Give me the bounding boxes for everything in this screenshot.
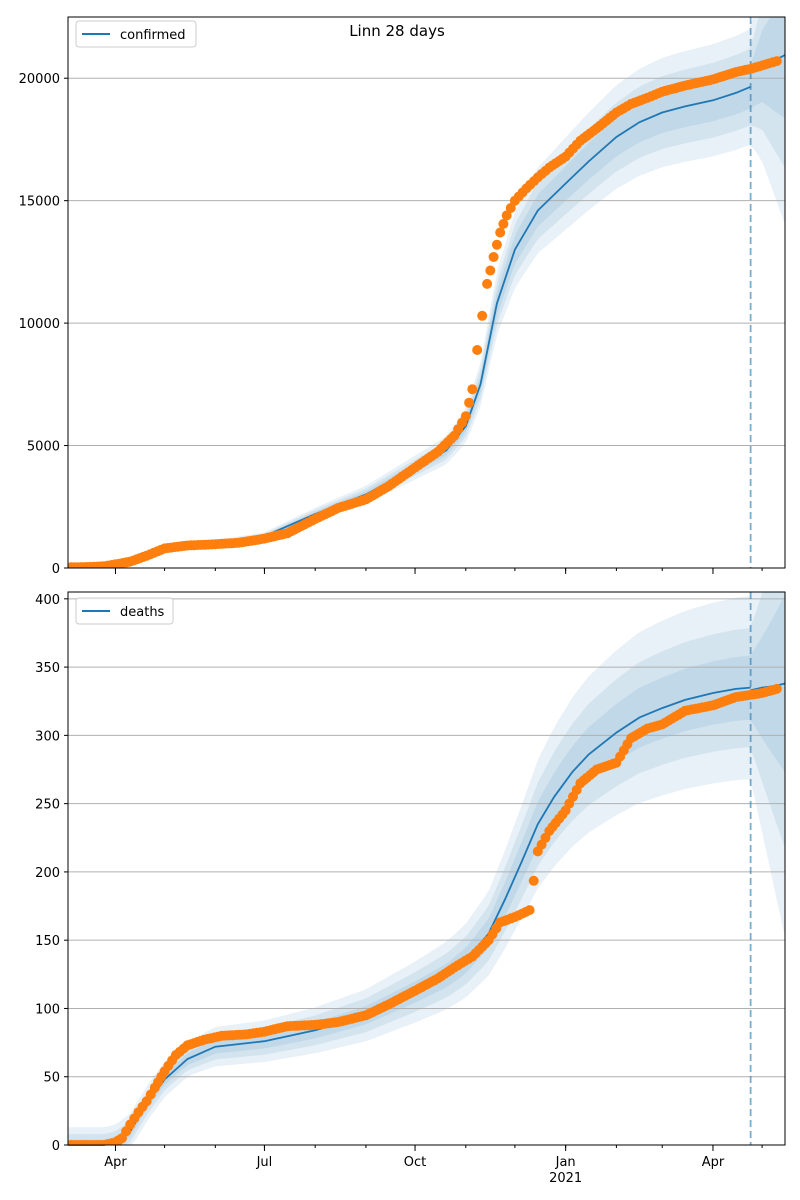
confirmed-legend: confirmed: [75, 20, 197, 48]
y-tick-label: 100: [35, 1002, 60, 1017]
confidence-band: [68, 592, 785, 1145]
observed-point: [771, 56, 782, 67]
chart-title: Linn 28 days: [349, 22, 445, 40]
plot-frame: [67, 591, 786, 1146]
legend-box: [75, 20, 197, 48]
legend-box: [75, 597, 174, 625]
y-tick-label: 300: [35, 729, 60, 744]
observed-point: [460, 411, 471, 422]
observed-point: [485, 265, 496, 276]
observed-point: [464, 397, 475, 408]
y-tick-label: 250: [35, 798, 60, 813]
x-tick-label: Apr: [702, 1155, 725, 1170]
y-tick-label: 50: [43, 1071, 60, 1086]
observed-point: [495, 227, 506, 238]
observed-point: [501, 210, 512, 221]
observed-point: [472, 345, 483, 355]
observed-point: [528, 875, 539, 886]
y-tick-label: 0: [52, 1139, 60, 1154]
legend-label-deaths: deaths: [120, 605, 165, 620]
y-tick-label: 20000: [19, 72, 60, 87]
y-tick-label: 5000: [27, 440, 60, 455]
y-tick-label: 0: [52, 562, 60, 577]
observed-point: [482, 278, 493, 289]
observed-point: [477, 310, 488, 321]
observed-point: [467, 384, 478, 395]
confirmed-axes: 0 5000 10000 15000 20000: [19, 16, 786, 577]
y-tick-label: 200: [35, 866, 60, 881]
deaths-uncertainty-bands: [68, 592, 785, 1145]
confirmed-observed-points: [68, 56, 782, 568]
deaths-observed-points: [68, 683, 782, 1145]
bottom-panel: 0 50 100 150 200 250 300 350 400 Apr Jul Oct Jan Apr 2…: [35, 591, 786, 1186]
observed-point: [498, 218, 509, 229]
confidence-band: [68, 594, 785, 1145]
y-tick-label: 10000: [19, 317, 60, 332]
y-tick-label: 150: [35, 934, 60, 949]
x-tick-label: Jan: [555, 1155, 576, 1170]
plot-frame: [67, 16, 786, 569]
observed-point: [771, 683, 782, 694]
observed-point: [524, 905, 535, 916]
confirmed-uncertainty-bands: [68, 17, 785, 568]
confidence-band: [68, 592, 785, 1145]
legend-label-confirmed: confirmed: [120, 28, 186, 43]
observed-point: [488, 252, 499, 262]
x-year-label: 2021: [549, 1171, 582, 1186]
y-tick-label: 15000: [19, 195, 60, 210]
confidence-band: [68, 17, 785, 568]
y-tick-label: 350: [35, 661, 60, 676]
x-tick-label: Jul: [256, 1155, 273, 1170]
y-tick-label: 400: [35, 593, 60, 608]
confidence-band: [68, 17, 785, 568]
deaths-axes: 0 50 100 150 200 250 300 350 400 Apr Jul Oct Jan Apr 2…: [35, 591, 786, 1186]
confidence-band: [68, 17, 785, 568]
deaths-legend: deaths: [75, 597, 174, 625]
top-panel: 0 5000 10000 15000 20000 Linn 28 days confir…: [19, 16, 786, 577]
observed-point: [491, 239, 502, 250]
x-tick-label: Oct: [404, 1155, 426, 1170]
observed-point: [505, 203, 516, 213]
x-tick-label: Apr: [104, 1155, 127, 1170]
